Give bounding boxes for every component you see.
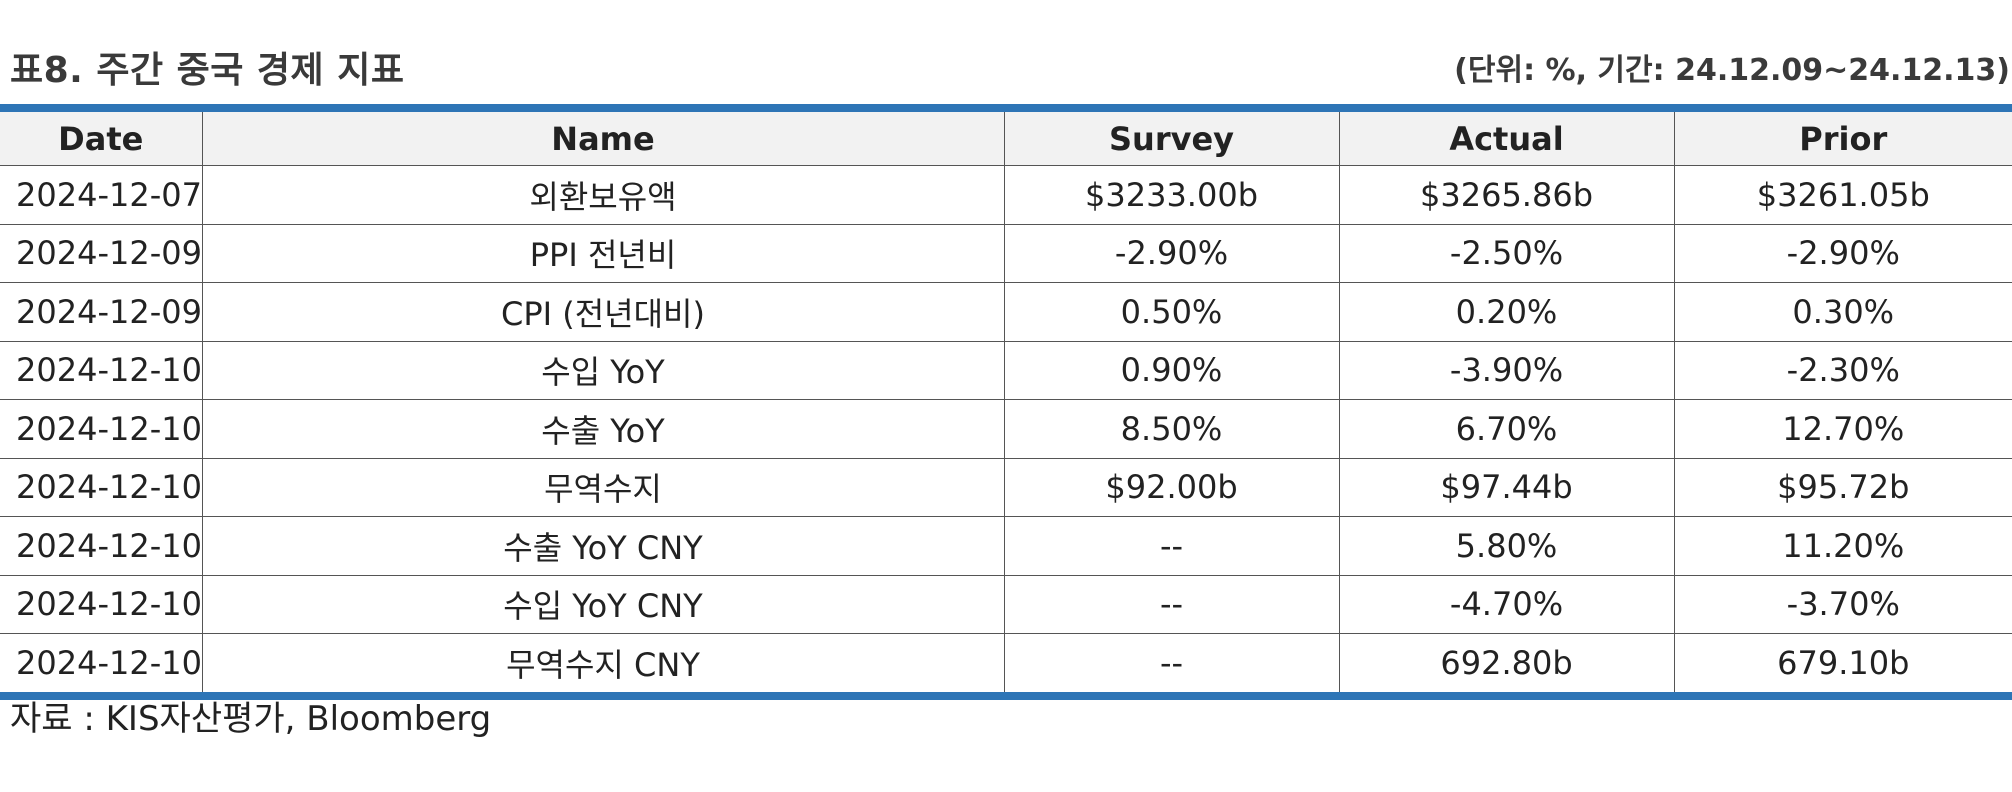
cell-actual: -2.50% [1338, 224, 1675, 283]
cell-date: 2024-12-07 [0, 165, 203, 225]
unit-period-note: (단위: %, 기간: 24.12.09~24.12.13) [1454, 53, 2010, 88]
cell-survey: $3233.00b [1003, 165, 1340, 225]
column-header-name: Name [201, 112, 1005, 166]
cell-survey: -- [1003, 633, 1340, 692]
cell-name: 수입 YoY CNY [201, 575, 1005, 634]
cell-actual: -4.70% [1338, 575, 1675, 634]
table-row: 2024-12-09 PPI 전년비 -2.90% -2.50% -2.90% [0, 224, 2012, 283]
cell-date: 2024-12-10 [0, 341, 203, 400]
table-row: 2024-12-10 무역수지 $92.00b $97.44b $95.72b [0, 458, 2012, 517]
cell-survey: 0.90% [1003, 341, 1340, 400]
table-row: 2024-12-07 외환보유액 $3233.00b $3265.86b $32… [0, 165, 2012, 225]
table-row: 2024-12-10 수입 YoY CNY -- -4.70% -3.70% [0, 575, 2012, 634]
cell-actual: $3265.86b [1338, 165, 1675, 225]
cell-name: 외환보유액 [201, 165, 1005, 225]
cell-date: 2024-12-09 [0, 282, 203, 342]
cell-date: 2024-12-10 [0, 516, 203, 576]
cell-date: 2024-12-10 [0, 399, 203, 459]
table-row: 2024-12-10 수출 YoY CNY -- 5.80% 11.20% [0, 516, 2012, 576]
cell-name: PPI 전년비 [201, 224, 1005, 283]
column-header-survey: Survey [1003, 112, 1340, 166]
title-bar: 표8. 주간 중국 경제 지표 (단위: %, 기간: 24.12.09~24.… [10, 46, 2010, 96]
cell-date: 2024-12-10 [0, 575, 203, 634]
table-row: 2024-12-10 수입 YoY 0.90% -3.90% -2.30% [0, 341, 2012, 400]
cell-name: 수출 YoY [201, 399, 1005, 459]
table-row: 2024-12-09 CPI (전년대비) 0.50% 0.20% 0.30% [0, 282, 2012, 342]
cell-date: 2024-12-10 [0, 633, 203, 692]
cell-survey: 8.50% [1003, 399, 1340, 459]
cell-actual: 692.80b [1338, 633, 1675, 692]
cell-actual: -3.90% [1338, 341, 1675, 400]
cell-name: 무역수지 [201, 458, 1005, 517]
table-header-row: Date Name Survey Actual Prior [0, 112, 2012, 166]
cell-name: 무역수지 CNY [201, 633, 1005, 692]
cell-prior: 12.70% [1673, 399, 2012, 459]
cell-actual: 0.20% [1338, 282, 1675, 342]
table-title: 표8. 주간 중국 경제 지표 [10, 50, 405, 91]
column-header-actual: Actual [1338, 112, 1675, 166]
column-header-date: Date [0, 112, 203, 166]
cell-prior: $95.72b [1673, 458, 2012, 517]
cell-prior: -3.70% [1673, 575, 2012, 634]
cell-survey: -- [1003, 575, 1340, 634]
cell-name: 수입 YoY [201, 341, 1005, 400]
cell-survey: $92.00b [1003, 458, 1340, 517]
cell-actual: $97.44b [1338, 458, 1675, 517]
cell-prior: -2.90% [1673, 224, 2012, 283]
table-row: 2024-12-10 수출 YoY 8.50% 6.70% 12.70% [0, 399, 2012, 459]
cell-prior: 679.10b [1673, 633, 2012, 692]
cell-survey: -- [1003, 516, 1340, 576]
cell-name: CPI (전년대비) [201, 282, 1005, 342]
cell-prior: -2.30% [1673, 341, 2012, 400]
column-header-prior: Prior [1673, 112, 2012, 166]
cell-name: 수출 YoY CNY [201, 516, 1005, 576]
cell-prior: 0.30% [1673, 282, 2012, 342]
indicator-table-frame: Date Name Survey Actual Prior 2024-12-07… [0, 104, 2012, 700]
cell-actual: 5.80% [1338, 516, 1675, 576]
cell-actual: 6.70% [1338, 399, 1675, 459]
source-note: 자료 : KIS자산평가, Bloomberg [10, 699, 492, 739]
cell-prior: $3261.05b [1673, 165, 2012, 225]
cell-prior: 11.20% [1673, 516, 2012, 576]
cell-survey: 0.50% [1003, 282, 1340, 342]
cell-survey: -2.90% [1003, 224, 1340, 283]
cell-date: 2024-12-09 [0, 224, 203, 283]
cell-date: 2024-12-10 [0, 458, 203, 517]
table-row: 2024-12-10 무역수지 CNY -- 692.80b 679.10b [0, 633, 2012, 692]
china-economic-indicator-table: Date Name Survey Actual Prior 2024-12-07… [0, 112, 2012, 692]
